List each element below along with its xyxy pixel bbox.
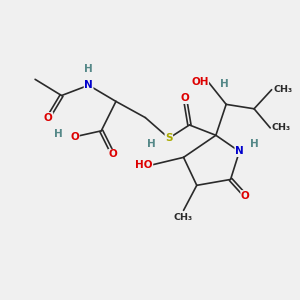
Text: O: O — [181, 94, 189, 103]
Text: CH₃: CH₃ — [174, 213, 193, 222]
Text: N: N — [84, 80, 93, 90]
Text: CH₃: CH₃ — [273, 85, 292, 94]
Text: H: H — [250, 139, 259, 149]
Text: O: O — [241, 190, 250, 201]
Text: O: O — [109, 149, 117, 159]
Text: HO: HO — [135, 160, 153, 170]
Text: CH₃: CH₃ — [272, 123, 291, 132]
Text: H: H — [84, 64, 93, 74]
Text: H: H — [54, 129, 63, 139]
Text: O: O — [70, 132, 79, 142]
Text: H: H — [147, 139, 156, 149]
Text: S: S — [165, 133, 172, 143]
Text: O: O — [44, 112, 53, 123]
Text: OH: OH — [191, 77, 208, 87]
Text: N: N — [235, 146, 244, 157]
Text: H: H — [220, 79, 229, 89]
